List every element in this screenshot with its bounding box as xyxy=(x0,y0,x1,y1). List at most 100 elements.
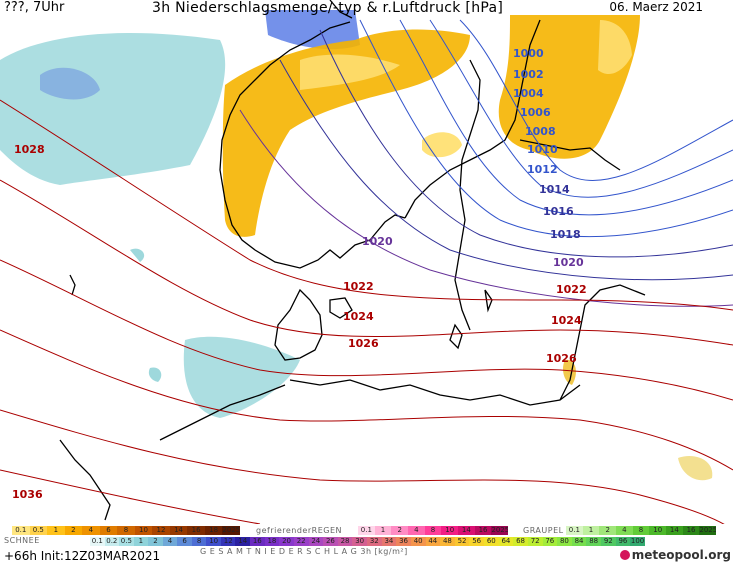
rain-scale-cell: 0.1 xyxy=(12,526,30,535)
isobar-label: 1020 xyxy=(362,235,393,248)
freezing-rain-scale-cell: 8 xyxy=(424,526,442,535)
total-precipitation-scale-cell: 68 xyxy=(513,537,528,546)
isobar-label: 1018 xyxy=(550,228,581,241)
brand-name: meteopool.org xyxy=(631,548,731,562)
total-precipitation-scale-cell: 18 xyxy=(264,537,280,546)
rain-scale-cell: 1 xyxy=(47,526,65,535)
freezing-rain-scale-cell: 0.1 xyxy=(358,526,375,535)
graupel-scale-cell: 2 xyxy=(599,526,617,535)
rain-scale-cell: 10 xyxy=(134,526,153,535)
graupel-scale-cell: 4 xyxy=(616,526,633,535)
graupel-label: GRAUPEL xyxy=(523,526,564,535)
freezing-rain-scale-cell: 2025+ xyxy=(491,526,509,535)
snow-scale-cell: 0.5 xyxy=(119,537,134,546)
brand-logo[interactable]: meteopool.org xyxy=(619,548,731,562)
total-precipitation-scale-cell: 26 xyxy=(323,537,338,546)
total-precipitation-scale-cell: 96 xyxy=(615,537,631,546)
snow-scale-cell: 0.1 xyxy=(90,537,105,546)
freezing-rain-scale-cell: 2 xyxy=(391,526,409,535)
forecast-day-label: ???, 7Uhr xyxy=(4,0,65,15)
isobar-label: 1008 xyxy=(525,125,556,138)
total-precipitation-scale-cell: 48 xyxy=(440,537,455,546)
total-precipitation-scale-cell: 92 xyxy=(601,537,616,546)
total-precipitation-scale-cell: 84 xyxy=(571,537,587,546)
rain-scale-cell: 2025+ xyxy=(222,526,240,535)
coastline xyxy=(59,0,646,521)
total-precipitation-scale-cell: 76 xyxy=(542,537,558,546)
total-precipitation-scale-cell: 20 xyxy=(279,537,294,546)
map-title: 3h Niederschlagsmenge/-typ & r.Luftdruck… xyxy=(152,0,504,16)
isobar-label: 1036 xyxy=(12,488,43,501)
total-precipitation-scale-cell: 56 xyxy=(469,537,484,546)
snow-scale-cell: 12 xyxy=(220,537,236,546)
graupel-scale-cell: 16 xyxy=(682,526,700,535)
freezing-rain-scale-cell: 14 xyxy=(458,526,475,535)
isobar-label: 1020 xyxy=(553,256,584,269)
snow-scale-cell: 2 xyxy=(148,537,163,546)
freezing-rain-label: gefrierenderREGEN xyxy=(256,526,342,535)
isobar-label: 1026 xyxy=(348,337,379,350)
isobar-label: 1022 xyxy=(343,280,374,293)
freezing-rain-scale-cell: 16 xyxy=(474,526,492,535)
snow-scale-cell: 14 xyxy=(235,537,251,546)
isobar-label: 1002 xyxy=(513,68,544,81)
rain-scale-cell: 8 xyxy=(117,526,135,535)
total-precipitation-scale-cell: 80 xyxy=(557,537,572,546)
snow-scale-cell: 10 xyxy=(206,537,221,546)
total-precipitation-scale-cell: 32 xyxy=(367,537,382,546)
total-precipitation-scale-cell: 16 xyxy=(250,537,265,546)
isobars xyxy=(0,19,733,531)
graupel-scale-cell: 0.1 xyxy=(566,526,583,535)
snow-scale-cell: 0.2 xyxy=(104,537,120,546)
rain-scale-cell: 16 xyxy=(187,526,205,535)
isobar-label: 1012 xyxy=(527,163,558,176)
isobar-label: 1024 xyxy=(551,314,582,327)
total-precipitation-scale-cell: 22 xyxy=(293,537,309,546)
total-precipitation-scale-cell: 60 xyxy=(484,537,499,546)
model-run-info: +66h Init:12Z03MAR2021 xyxy=(4,549,161,563)
snow-scale-cell: 4 xyxy=(162,537,178,546)
total-precipitation-label: G E S A M T N I E D E R S C H L A G 3h [… xyxy=(200,547,408,556)
graupel-scale-cell: 14 xyxy=(666,526,683,535)
rain-precipitation-area xyxy=(222,15,713,481)
isobar-label: 1028 xyxy=(14,143,45,156)
snow-scale-cell: 1 xyxy=(133,537,149,546)
total-precipitation-scale-cell: 88 xyxy=(586,537,601,546)
freezing-rain-scale-cell: 4 xyxy=(408,526,425,535)
rain-scale-cell: 0.5 xyxy=(29,526,48,535)
total-precipitation-scale: 16 18 20 22 24 26 28 30 32 34 36 40 44 48 52 56 60 64 68 72… xyxy=(250,537,645,546)
graupel-scale-cell: 1 xyxy=(582,526,600,535)
logo-icon xyxy=(619,550,630,560)
rain-scale-cell: 4 xyxy=(82,526,100,535)
rain-scale-cell: 2 xyxy=(64,526,83,535)
total-precipitation-scale-cell: 64 xyxy=(498,537,514,546)
isobar-label: 1004 xyxy=(513,87,544,100)
total-precipitation-scale-cell: 52 xyxy=(454,537,470,546)
graupel-scale-cell: 8 xyxy=(632,526,650,535)
snow-label: SCHNEE xyxy=(4,536,40,545)
total-precipitation-scale-cell: 36 xyxy=(396,537,411,546)
rain-scale-cell: 18 xyxy=(204,526,223,535)
snow-scale-cell: 6 xyxy=(177,537,192,546)
total-precipitation-scale-cell: 34 xyxy=(381,537,397,546)
isobar-label: 1000 xyxy=(513,47,544,60)
rain-scale-cell: 14 xyxy=(169,526,188,535)
isobar-label: 1014 xyxy=(539,183,570,196)
isobar-label: 1010 xyxy=(527,143,558,156)
total-precipitation-scale-cell: 30 xyxy=(352,537,367,546)
graupel-scale-cell: 10 xyxy=(649,526,667,535)
isobar-label: 1006 xyxy=(520,106,551,119)
total-precipitation-scale-cell: 40 xyxy=(410,537,426,546)
isobar-label: 1026 xyxy=(546,352,577,365)
forecast-date: 06. Maerz 2021 xyxy=(609,0,703,14)
total-precipitation-scale-cell: 100 xyxy=(630,537,645,546)
isobar-label: 1024 xyxy=(343,310,374,323)
isobar-label: 1022 xyxy=(556,283,587,296)
snow-scale: 0.1 0.2 0.5 1 2 4 6 8 10 12 14 xyxy=(90,537,251,546)
